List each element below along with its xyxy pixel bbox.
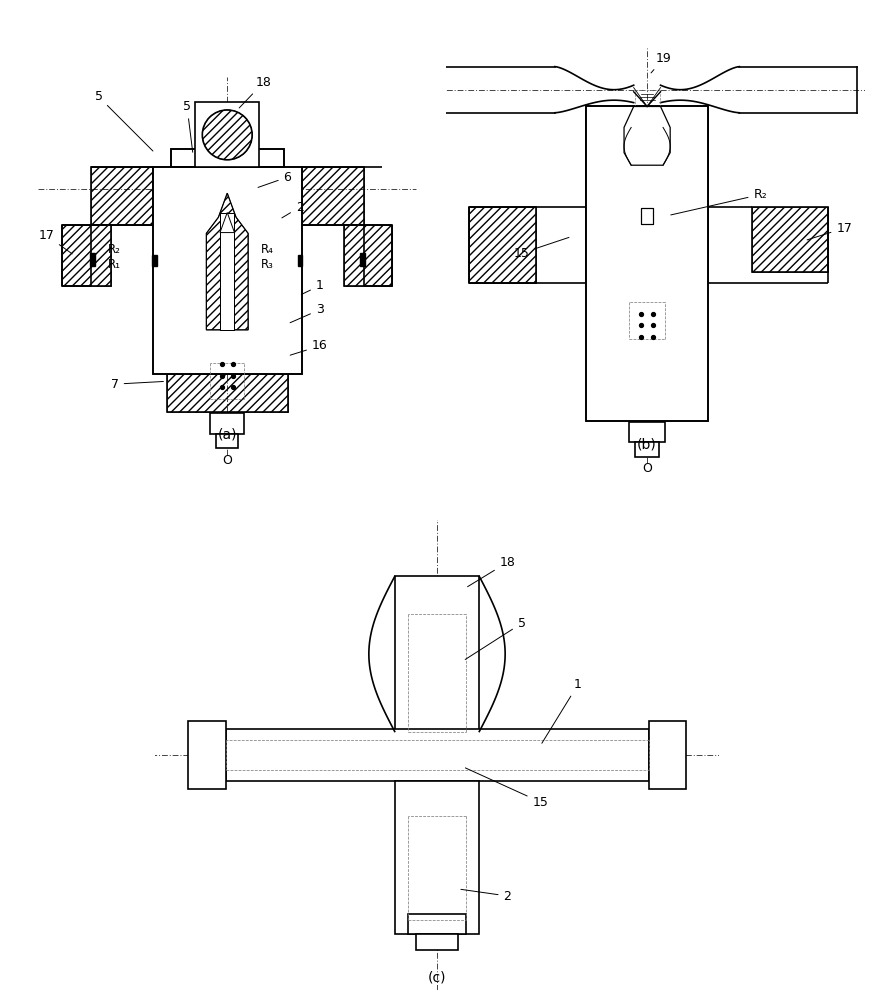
Bar: [360, 253, 364, 266]
Polygon shape: [586, 106, 708, 421]
Text: R₃: R₃: [261, 258, 274, 271]
Text: 18: 18: [239, 76, 271, 108]
Text: O: O: [222, 454, 232, 467]
Text: 15: 15: [465, 768, 548, 808]
Polygon shape: [220, 212, 234, 233]
Text: O: O: [642, 462, 652, 475]
Text: 5: 5: [183, 100, 193, 152]
Text: (c): (c): [427, 970, 447, 984]
Bar: [90, 253, 94, 266]
Polygon shape: [601, 113, 693, 419]
Polygon shape: [195, 102, 260, 167]
Polygon shape: [216, 434, 239, 448]
Text: (a): (a): [218, 428, 237, 442]
Text: 2: 2: [282, 201, 303, 218]
Polygon shape: [629, 422, 665, 442]
Text: 2: 2: [461, 889, 511, 902]
Polygon shape: [635, 442, 659, 457]
Bar: [152, 255, 157, 266]
Polygon shape: [171, 149, 283, 167]
Text: 1: 1: [542, 678, 582, 743]
Text: 3: 3: [290, 303, 323, 323]
Text: R₄: R₄: [261, 243, 274, 256]
Text: 15: 15: [513, 237, 569, 260]
Text: 1: 1: [302, 279, 323, 294]
Polygon shape: [649, 721, 686, 789]
Text: (b): (b): [637, 437, 657, 451]
Text: 6: 6: [258, 171, 292, 187]
Polygon shape: [188, 721, 225, 789]
Polygon shape: [167, 167, 288, 372]
Bar: [297, 255, 302, 266]
Text: 18: 18: [468, 556, 516, 587]
Polygon shape: [408, 914, 466, 934]
Text: 5: 5: [94, 90, 153, 151]
Polygon shape: [211, 413, 244, 434]
Text: 17: 17: [807, 222, 852, 240]
Text: 19: 19: [651, 52, 672, 73]
Polygon shape: [395, 576, 479, 732]
Polygon shape: [153, 167, 302, 374]
Polygon shape: [624, 106, 670, 165]
Text: 7: 7: [111, 378, 163, 391]
Text: R₂: R₂: [671, 188, 767, 215]
Polygon shape: [395, 781, 479, 934]
Polygon shape: [416, 934, 458, 950]
Text: R₁: R₁: [108, 258, 121, 271]
Polygon shape: [225, 729, 649, 781]
Text: R₂: R₂: [108, 243, 121, 256]
Polygon shape: [220, 213, 234, 330]
Text: 5: 5: [465, 617, 525, 660]
Text: 16: 16: [290, 339, 328, 355]
Text: 17: 17: [38, 229, 73, 254]
Polygon shape: [642, 208, 653, 224]
